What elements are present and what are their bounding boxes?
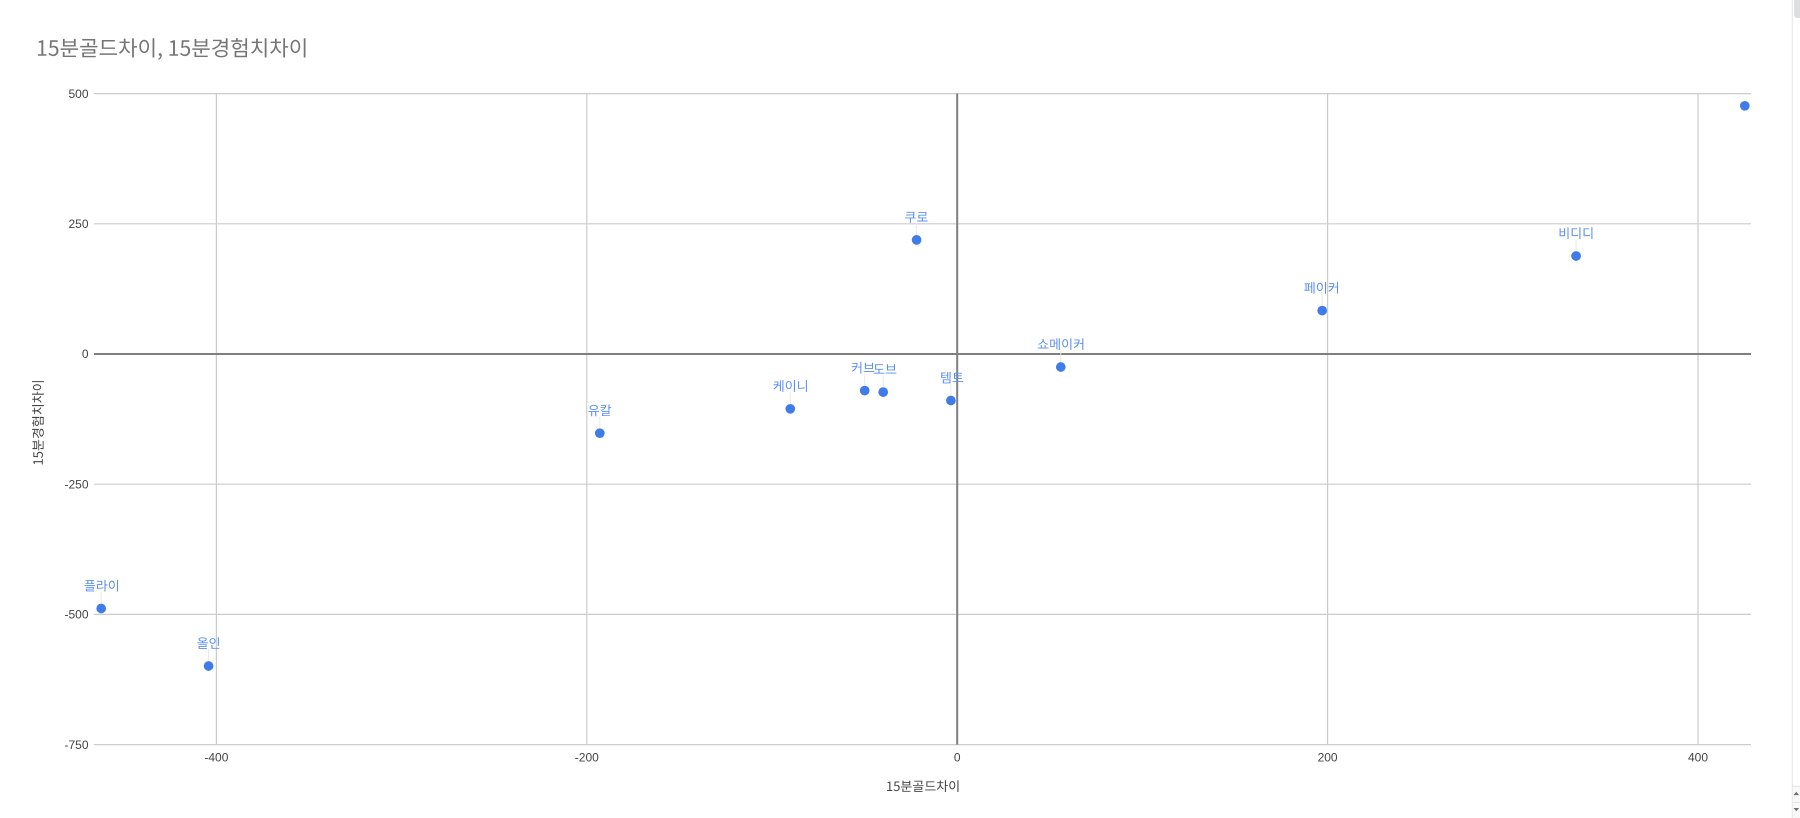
svg-text:-400: -400 — [204, 750, 228, 764]
svg-text:200: 200 — [1318, 750, 1338, 764]
svg-text:0: 0 — [82, 347, 89, 361]
svg-text:0: 0 — [954, 750, 961, 764]
svg-text:-250: -250 — [64, 477, 88, 491]
svg-text:500: 500 — [68, 87, 88, 101]
svg-text:-750: -750 — [64, 738, 88, 752]
svg-text:-200: -200 — [575, 750, 599, 764]
svg-text:250: 250 — [68, 217, 88, 231]
svg-text:-500: -500 — [64, 608, 88, 622]
svg-text:400: 400 — [1688, 750, 1708, 764]
